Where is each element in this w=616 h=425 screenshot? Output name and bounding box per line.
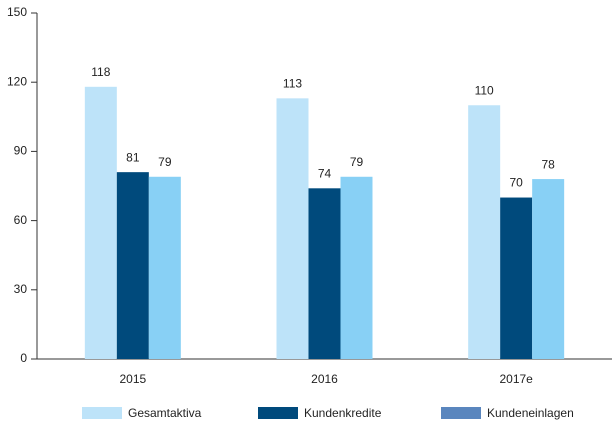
- x-tick-label: 2015: [119, 372, 146, 386]
- y-tick-label: 60: [14, 213, 28, 227]
- x-tick-label: 2016: [311, 372, 338, 386]
- legend-swatch: [258, 407, 298, 419]
- x-tick-label: 2017e: [499, 372, 533, 386]
- bar: [116, 172, 149, 359]
- legend-label: Gesamtaktiva: [128, 406, 202, 420]
- legend-label: Kundeneinlagen: [487, 406, 574, 420]
- value-label: 118: [91, 65, 110, 79]
- y-tick-label: 0: [20, 351, 27, 365]
- legend-swatch: [82, 407, 122, 419]
- value-label: 78: [541, 157, 555, 171]
- value-label: 113: [283, 77, 302, 91]
- value-label: 74: [318, 166, 332, 180]
- bar: [276, 98, 309, 359]
- legend-swatch: [441, 407, 481, 419]
- y-tick-label: 30: [14, 282, 28, 296]
- y-tick-label: 150: [7, 5, 27, 19]
- bar: [532, 179, 565, 359]
- bar: [84, 86, 117, 360]
- y-tick-label: 120: [7, 74, 27, 88]
- value-label: 79: [350, 155, 364, 169]
- value-label: 79: [158, 155, 172, 169]
- value-label: 110: [475, 83, 494, 97]
- bar: [340, 176, 373, 359]
- bar: [468, 105, 501, 360]
- value-label: 81: [126, 150, 140, 164]
- legend-label: Kundenkredite: [304, 406, 382, 420]
- bar: [308, 188, 341, 359]
- bar: [500, 197, 533, 359]
- value-label: 70: [509, 176, 523, 190]
- bar: [148, 176, 181, 359]
- y-tick-label: 90: [14, 144, 28, 158]
